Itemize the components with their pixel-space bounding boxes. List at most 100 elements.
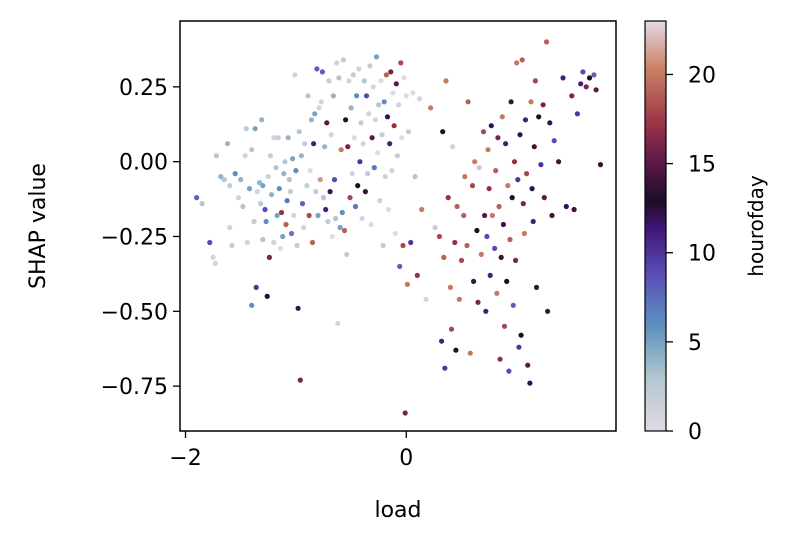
scatter-point [514, 60, 520, 66]
scatter-point [296, 129, 302, 135]
scatter-point [556, 159, 562, 165]
scatter-point [331, 177, 338, 183]
scatter-point [458, 257, 465, 263]
scatter-point [258, 201, 264, 207]
scatter-point [442, 365, 448, 371]
scatter-point [249, 302, 255, 308]
scatter-point [522, 117, 529, 123]
scatter-point [309, 239, 316, 246]
scatter-point [324, 120, 330, 126]
scatter-point [462, 174, 468, 180]
scatter-point [532, 78, 539, 84]
scatter-point [235, 195, 242, 201]
scatter-point [527, 380, 533, 386]
scatter-point [476, 165, 482, 171]
scatter-point [432, 224, 438, 231]
scatter-point [311, 141, 317, 147]
scatter-point [467, 350, 473, 356]
scatter-point [392, 230, 398, 237]
scatter-point [402, 410, 408, 416]
scatter-point [529, 186, 535, 192]
scatter-point [304, 183, 310, 189]
y-axis-label: SHAP value [26, 163, 51, 289]
scatter-point [352, 203, 359, 210]
scatter-point [278, 209, 285, 216]
scatter-point [398, 60, 404, 66]
scatter-point [297, 377, 303, 383]
scatter-point [288, 230, 295, 237]
scatter-point [489, 212, 495, 219]
scatter-point [396, 102, 402, 108]
scatter-point [497, 356, 503, 362]
scatter-point [344, 251, 350, 257]
scatter-point [295, 305, 301, 311]
scatter-point [549, 212, 555, 219]
scatter-point [509, 195, 515, 201]
scatter-point [341, 227, 348, 234]
scatter-point [510, 302, 516, 308]
scatter-point [450, 144, 456, 150]
scatter-point [519, 57, 525, 63]
scatter-point [276, 186, 282, 192]
scatter-point [281, 171, 287, 177]
scatter-point [448, 326, 455, 332]
scatter-point [345, 144, 351, 150]
scatter-point [305, 93, 311, 99]
scatter-point [274, 212, 280, 219]
scatter-point [419, 206, 425, 213]
scatter-point [520, 201, 526, 207]
colorbar-ticks: 0 5 10 15 20 [666, 63, 716, 445]
scatter-point [267, 153, 274, 159]
x-tick-label: −2 [169, 446, 201, 471]
scatter-point [340, 57, 346, 63]
scatter-point [266, 254, 272, 260]
scatter-point [578, 81, 584, 87]
scatter-point [384, 114, 391, 120]
scatter-point [227, 183, 233, 189]
scatter-point [301, 224, 307, 231]
scatter-point [328, 132, 334, 138]
scatter-point [314, 66, 320, 72]
scatter-point [483, 308, 489, 314]
scatter-point [482, 212, 488, 219]
scatter-point [563, 203, 569, 210]
scatter-point [516, 344, 522, 350]
scatter-points [194, 39, 604, 416]
scatter-point [475, 299, 481, 305]
scatter-point [390, 90, 396, 96]
scatter-point [339, 209, 345, 216]
scatter-point [262, 206, 268, 213]
scatter-point [536, 114, 542, 120]
scatter-point [381, 99, 387, 105]
scatter-point [518, 332, 524, 338]
scatter-point [271, 135, 277, 141]
scatter-point [591, 72, 597, 78]
scatter-point [291, 212, 297, 219]
scatter-point [280, 233, 286, 240]
scatter-point [253, 284, 259, 290]
x-axis-ticks: −2 0 [169, 431, 413, 471]
scatter-point [318, 99, 324, 105]
scatter-point [456, 296, 462, 302]
scatter-point [436, 233, 442, 240]
scatter-point [363, 93, 370, 99]
scatter-point [269, 192, 275, 198]
scatter-point [337, 224, 343, 231]
scatter-point [265, 174, 271, 180]
scatter-point [382, 174, 388, 180]
scatter-point [260, 236, 266, 243]
scatter-point [474, 227, 480, 234]
colorbar-tick-label: 10 [688, 242, 716, 267]
scatter-point [298, 153, 304, 159]
scatter-point [495, 135, 501, 141]
scatter-point [538, 162, 544, 168]
scatter-point [240, 203, 246, 210]
scatter-point [290, 156, 296, 162]
scatter-point [346, 78, 352, 84]
scatter-point [357, 159, 363, 165]
scatter-point [330, 93, 336, 99]
scatter-point [322, 144, 328, 150]
scatter-point [484, 233, 490, 240]
scatter-point [593, 87, 599, 93]
scatter-point [500, 221, 506, 228]
